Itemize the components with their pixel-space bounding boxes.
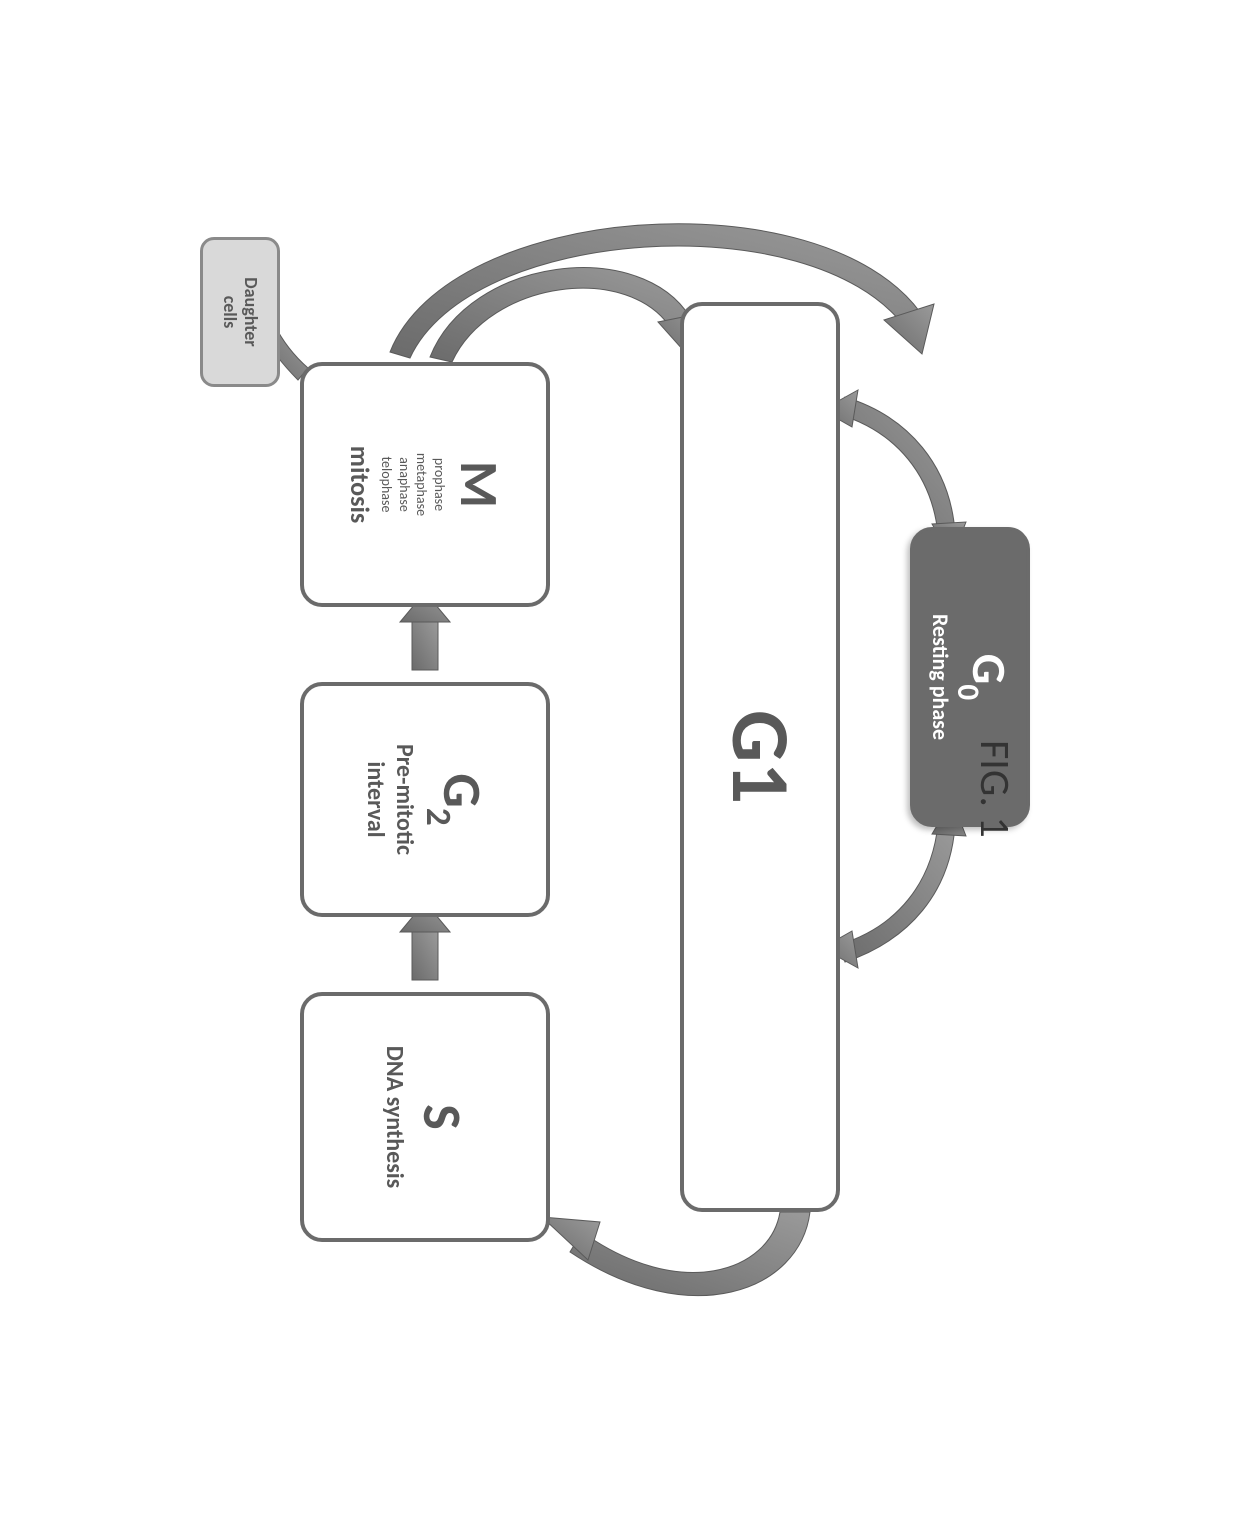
phase-s: S DNA synthesis: [300, 992, 550, 1242]
s-subtitle: DNA synthesis: [381, 1045, 410, 1187]
g2-title-main: G: [429, 773, 495, 807]
arrow-g1-s: [542, 1212, 810, 1296]
phase-g2: G2 Pre-mitotic interval: [300, 682, 550, 917]
figure-label: FIG. 1: [969, 740, 1020, 838]
g1-title: G1: [710, 710, 810, 804]
m-telophase: telophase: [378, 452, 396, 515]
daughter-line2: cells: [219, 295, 240, 328]
m-title: M: [452, 460, 506, 507]
m-metaphase: metaphase: [413, 452, 431, 515]
m-anaphase: anaphase: [396, 452, 414, 515]
g0-subtitle: Resting phase: [927, 613, 954, 739]
arrow-m-g1: [430, 267, 708, 361]
daughter-line1: Daughter: [240, 277, 261, 346]
g0-title: G0: [956, 653, 1013, 699]
daughter-cells: Daughter cells: [200, 237, 280, 387]
cell-cycle-diagram: G0 Resting phase G1 S DNA synthesis G2 P…: [170, 162, 1070, 1362]
s-title: S: [416, 1104, 470, 1130]
phase-g1: G1: [680, 302, 840, 1212]
g2-subtitle2: interval: [361, 761, 390, 837]
g2-subtitle1: Pre-mitotic: [390, 744, 419, 855]
phase-m: M prophase metaphase anaphase telophase …: [300, 362, 550, 607]
g0-title-main: G: [960, 653, 1019, 684]
m-subphases: prophase metaphase anaphase telophase: [378, 452, 448, 515]
g2-title-sub: 2: [417, 807, 459, 825]
arrow-m-g0: [390, 223, 934, 357]
g2-title: G2: [425, 773, 489, 825]
m-prophase: prophase: [431, 452, 449, 515]
g0-title-sub: 0: [949, 684, 987, 700]
m-mitosis-label: mitosis: [344, 445, 376, 522]
